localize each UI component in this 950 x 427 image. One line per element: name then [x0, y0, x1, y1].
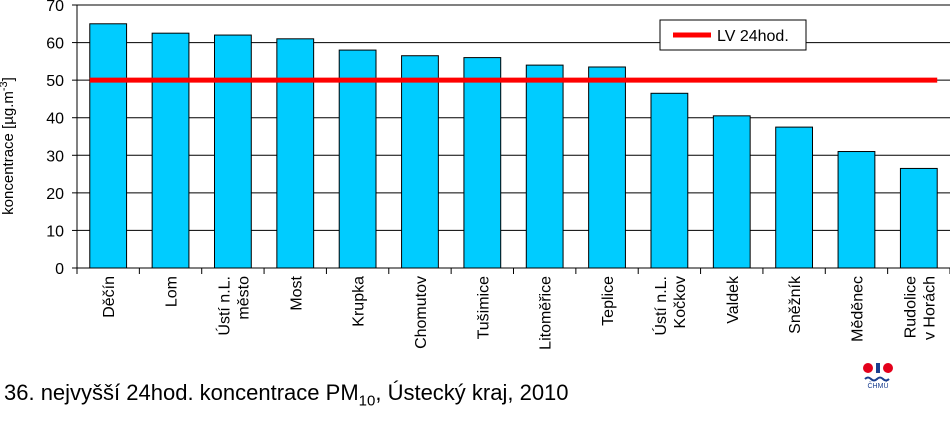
x-tick-label: Chomutov — [413, 276, 430, 349]
bar — [837, 151, 876, 269]
logo-icon — [863, 363, 893, 382]
y-tick-labels: 0 10 20 30 40 50 60 70 — [46, 0, 64, 278]
bar-chart: 0 10 20 30 40 50 60 70 Děčín Lom Ústí n.L. město Mo… — [0, 0, 950, 350]
x-tick-label: Sněžník — [787, 275, 804, 334]
chmu-logo: ČHMÚ — [858, 362, 898, 392]
caption-suffix: , Ústecký kraj, 2010 — [375, 380, 569, 405]
bar — [276, 38, 315, 269]
bar — [151, 32, 190, 269]
x-tick-label: Valdek — [725, 275, 742, 324]
x-tick-label: Děčín — [101, 276, 118, 318]
bar — [213, 34, 252, 269]
caption-text: 36. nejvyšší 24hod. koncentrace PM — [4, 380, 359, 405]
axes — [76, 5, 950, 274]
x-tick-label: Most — [288, 275, 305, 310]
bar — [525, 64, 564, 269]
y-tick-label: 10 — [46, 223, 64, 240]
bar — [338, 49, 377, 269]
x-tick-label: Rudolice v Horách — [902, 276, 938, 340]
legend-label: LV 24hod. — [717, 28, 789, 45]
x-tick-label: Měděnec — [849, 276, 866, 342]
bar — [775, 126, 814, 269]
grid-lines — [72, 4, 950, 269]
x-tick-label: Ústí n.L. Kočkov — [651, 276, 689, 336]
y-tick-label: 50 — [46, 73, 64, 90]
caption-subscript: 10 — [358, 392, 376, 410]
bar — [712, 115, 751, 269]
x-tick-label: Krupka — [351, 276, 368, 327]
legend: LV 24hod. — [659, 19, 807, 51]
bar — [401, 55, 439, 269]
y-axis-label: koncentrace [µg.m-3] — [0, 77, 17, 215]
y-tick-label: 70 — [46, 0, 64, 15]
x-tick-label: Litoměřice — [538, 276, 555, 350]
x-tick-label: Lom — [164, 276, 181, 307]
x-tick-labels: Děčín Lom Ústí n.L. město Most Krupka Chomutov… — [101, 275, 938, 350]
x-tick-label: Ústí n.L. město — [214, 276, 252, 336]
y-tick-label: 20 — [46, 186, 64, 203]
y-tick-label: 30 — [46, 148, 64, 165]
bars — [89, 23, 938, 269]
chart-caption: 36. nejvyšší 24hod. koncentrace PM10, Ús… — [4, 380, 569, 409]
bar — [463, 57, 502, 269]
logo-text: ČHMÚ — [867, 383, 889, 390]
bar — [650, 92, 689, 269]
bar — [588, 66, 626, 269]
bar — [89, 23, 128, 269]
y-tick-label: 0 — [55, 261, 64, 278]
x-tick-label: Teplice — [600, 276, 617, 326]
x-tick-label: Tušimice — [475, 276, 492, 340]
y-tick-label: 40 — [46, 111, 64, 128]
bar — [899, 167, 938, 269]
y-tick-label: 60 — [46, 36, 64, 53]
